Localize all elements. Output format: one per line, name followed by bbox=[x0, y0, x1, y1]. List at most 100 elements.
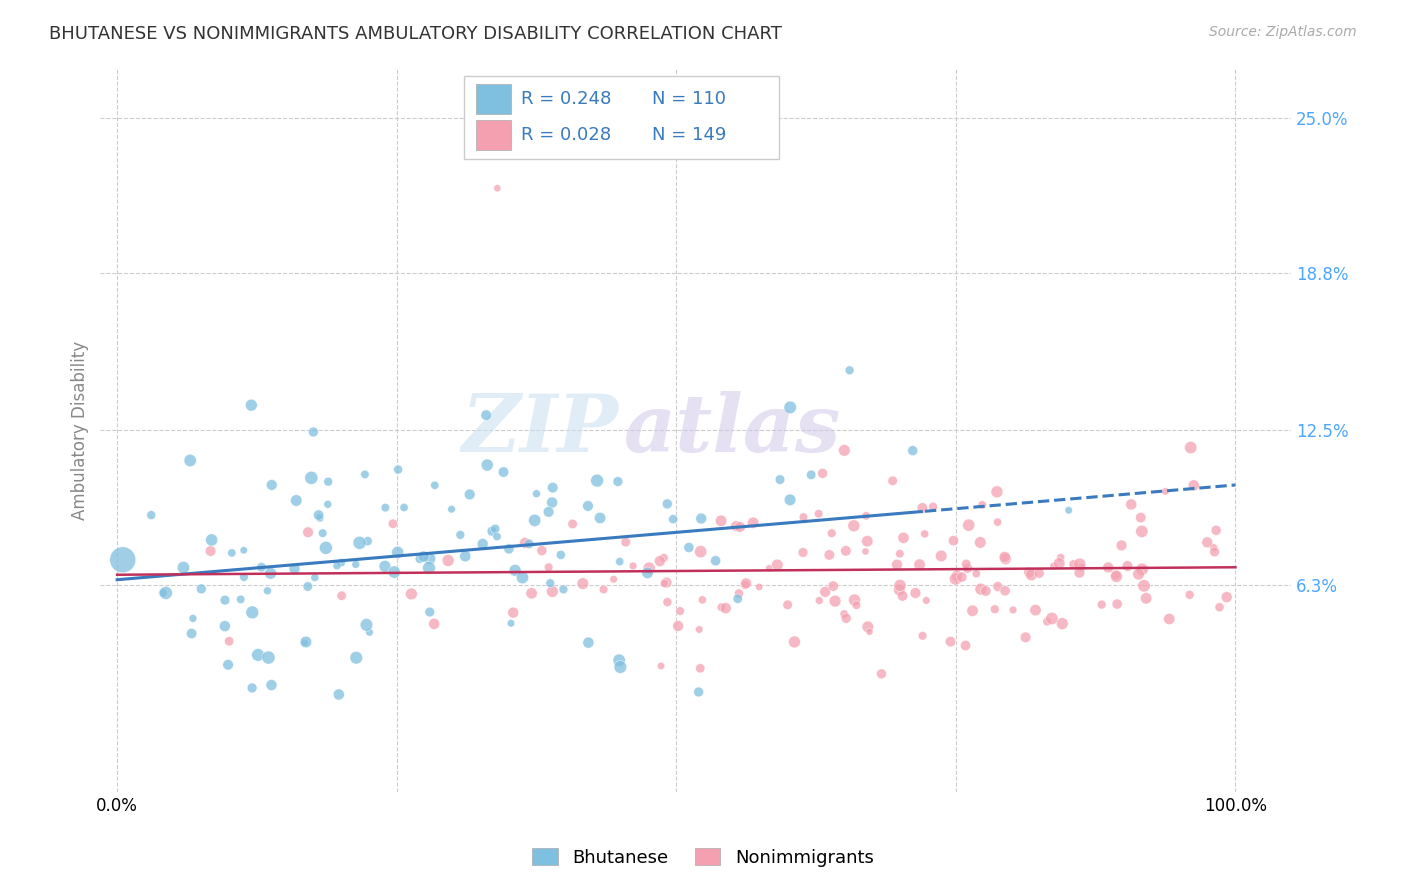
Point bbox=[987, 515, 1010, 529]
Point bbox=[201, 533, 224, 547]
Point bbox=[561, 516, 583, 531]
Point bbox=[316, 497, 339, 511]
Point bbox=[250, 560, 273, 574]
Point bbox=[1215, 590, 1237, 604]
Point bbox=[655, 575, 678, 590]
Point bbox=[908, 558, 931, 572]
Point bbox=[1021, 567, 1043, 582]
Point bbox=[807, 507, 830, 521]
Point bbox=[356, 618, 378, 632]
Point bbox=[669, 604, 692, 618]
Point bbox=[1036, 615, 1059, 629]
Point bbox=[609, 660, 631, 674]
Point bbox=[891, 589, 914, 603]
Point bbox=[1116, 559, 1139, 574]
Point bbox=[299, 471, 322, 485]
Point bbox=[724, 519, 747, 533]
Text: BHUTANESE VS NONIMMIGRANTS AMBULATORY DISABILITY CORRELATION CHART: BHUTANESE VS NONIMMIGRANTS AMBULATORY DI… bbox=[49, 25, 782, 43]
Point bbox=[297, 525, 319, 540]
Point bbox=[911, 501, 934, 516]
Point bbox=[984, 602, 1007, 616]
Point bbox=[800, 467, 823, 482]
Point bbox=[1028, 566, 1050, 581]
Point bbox=[845, 598, 868, 612]
Point bbox=[946, 569, 969, 583]
Point bbox=[889, 582, 911, 597]
Point bbox=[458, 487, 481, 501]
Point bbox=[821, 526, 844, 541]
Point bbox=[180, 626, 202, 640]
Point bbox=[256, 583, 278, 598]
Point bbox=[994, 552, 1017, 566]
Point bbox=[181, 611, 204, 625]
Point bbox=[835, 543, 858, 558]
Point bbox=[502, 606, 524, 620]
Point bbox=[922, 500, 945, 514]
FancyBboxPatch shape bbox=[475, 120, 512, 150]
Point bbox=[704, 554, 727, 568]
Point bbox=[311, 526, 333, 541]
Point bbox=[541, 481, 564, 495]
Point bbox=[1204, 545, 1226, 559]
Point bbox=[308, 508, 330, 522]
Point bbox=[609, 555, 631, 569]
Point bbox=[423, 478, 446, 492]
Point bbox=[240, 398, 263, 412]
Point bbox=[688, 685, 710, 699]
Point bbox=[842, 518, 865, 533]
Point bbox=[779, 492, 801, 507]
Point bbox=[602, 572, 624, 586]
Point bbox=[945, 572, 967, 586]
Point bbox=[856, 620, 879, 634]
Point bbox=[295, 635, 318, 649]
Point bbox=[1180, 441, 1202, 455]
Point bbox=[354, 467, 377, 482]
Point bbox=[889, 547, 911, 561]
Point bbox=[381, 516, 404, 531]
Point bbox=[955, 639, 977, 653]
Point bbox=[520, 586, 543, 600]
Point bbox=[1047, 557, 1070, 571]
Point bbox=[294, 636, 316, 650]
Point bbox=[823, 579, 845, 593]
Text: N = 149: N = 149 bbox=[652, 126, 725, 144]
Point bbox=[970, 582, 993, 596]
Point bbox=[1104, 568, 1126, 582]
Point bbox=[260, 678, 283, 692]
Point bbox=[526, 486, 548, 500]
Point bbox=[523, 513, 546, 527]
Point bbox=[638, 561, 661, 575]
Point bbox=[285, 493, 308, 508]
Point bbox=[1135, 591, 1157, 606]
Point bbox=[1069, 566, 1091, 580]
Point bbox=[742, 516, 765, 530]
Point bbox=[734, 578, 756, 592]
Point bbox=[690, 511, 713, 525]
Point bbox=[1130, 524, 1153, 539]
Point bbox=[589, 511, 612, 525]
Point bbox=[240, 606, 263, 620]
Point bbox=[882, 474, 904, 488]
Point bbox=[654, 576, 676, 591]
Point bbox=[382, 565, 405, 579]
Point bbox=[904, 586, 927, 600]
Point bbox=[592, 582, 614, 597]
Point bbox=[344, 558, 367, 572]
Point bbox=[302, 425, 325, 439]
Point bbox=[727, 591, 749, 606]
Point bbox=[484, 522, 506, 536]
Point bbox=[179, 453, 201, 467]
Point bbox=[538, 576, 561, 591]
Point bbox=[232, 543, 254, 558]
Point bbox=[572, 576, 595, 591]
Point bbox=[1154, 484, 1177, 499]
Point bbox=[666, 619, 689, 633]
Point bbox=[316, 475, 339, 489]
Point bbox=[485, 529, 508, 543]
Point bbox=[392, 500, 415, 515]
Point bbox=[994, 550, 1017, 565]
Point bbox=[1182, 478, 1205, 492]
Point bbox=[1070, 560, 1092, 574]
Point bbox=[955, 557, 977, 571]
Point bbox=[190, 582, 212, 596]
